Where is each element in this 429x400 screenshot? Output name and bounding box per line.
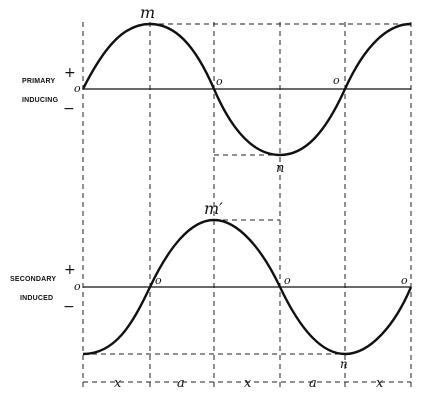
primary-zero-mid-label: o <box>216 75 223 88</box>
secondary-zero-left-label: o <box>155 274 162 287</box>
primary-name-line2: INDUCING <box>22 97 59 104</box>
interval-label-2: x <box>244 376 252 391</box>
secondary-zero-mid-label: o <box>284 274 291 287</box>
secondary-plus-sign: + <box>64 262 76 278</box>
secondary-curve <box>82 218 413 356</box>
primary-minus-sign: − <box>63 101 75 117</box>
interval-label-4: x <box>376 376 384 391</box>
horizontal-guides <box>83 23 411 355</box>
interval-label-0: x <box>114 376 122 391</box>
vertical-guides <box>82 22 412 390</box>
primary-min-label: n <box>276 161 284 176</box>
secondary-origin-label: o <box>74 280 81 293</box>
secondary-min-label: n <box>340 357 348 371</box>
secondary-name-line2: INDUCED <box>20 295 53 302</box>
primary-origin-label: o <box>74 82 81 95</box>
primary-name-line1: PRIMARY <box>22 78 56 85</box>
primary-max-label: m <box>140 3 155 22</box>
primary-plus-sign: + <box>64 65 76 81</box>
primary-zero-right-label: o <box>333 74 340 87</box>
secondary-minus-sign: − <box>63 299 75 315</box>
secondary-zero-right-label: o <box>401 274 408 287</box>
interval-label-1: a <box>177 376 185 391</box>
interval-label-3: a <box>309 376 317 391</box>
secondary-max-label: m′ <box>204 199 223 218</box>
primary-curve <box>81 22 412 157</box>
secondary-name-line1: SECONDARY <box>10 276 56 283</box>
